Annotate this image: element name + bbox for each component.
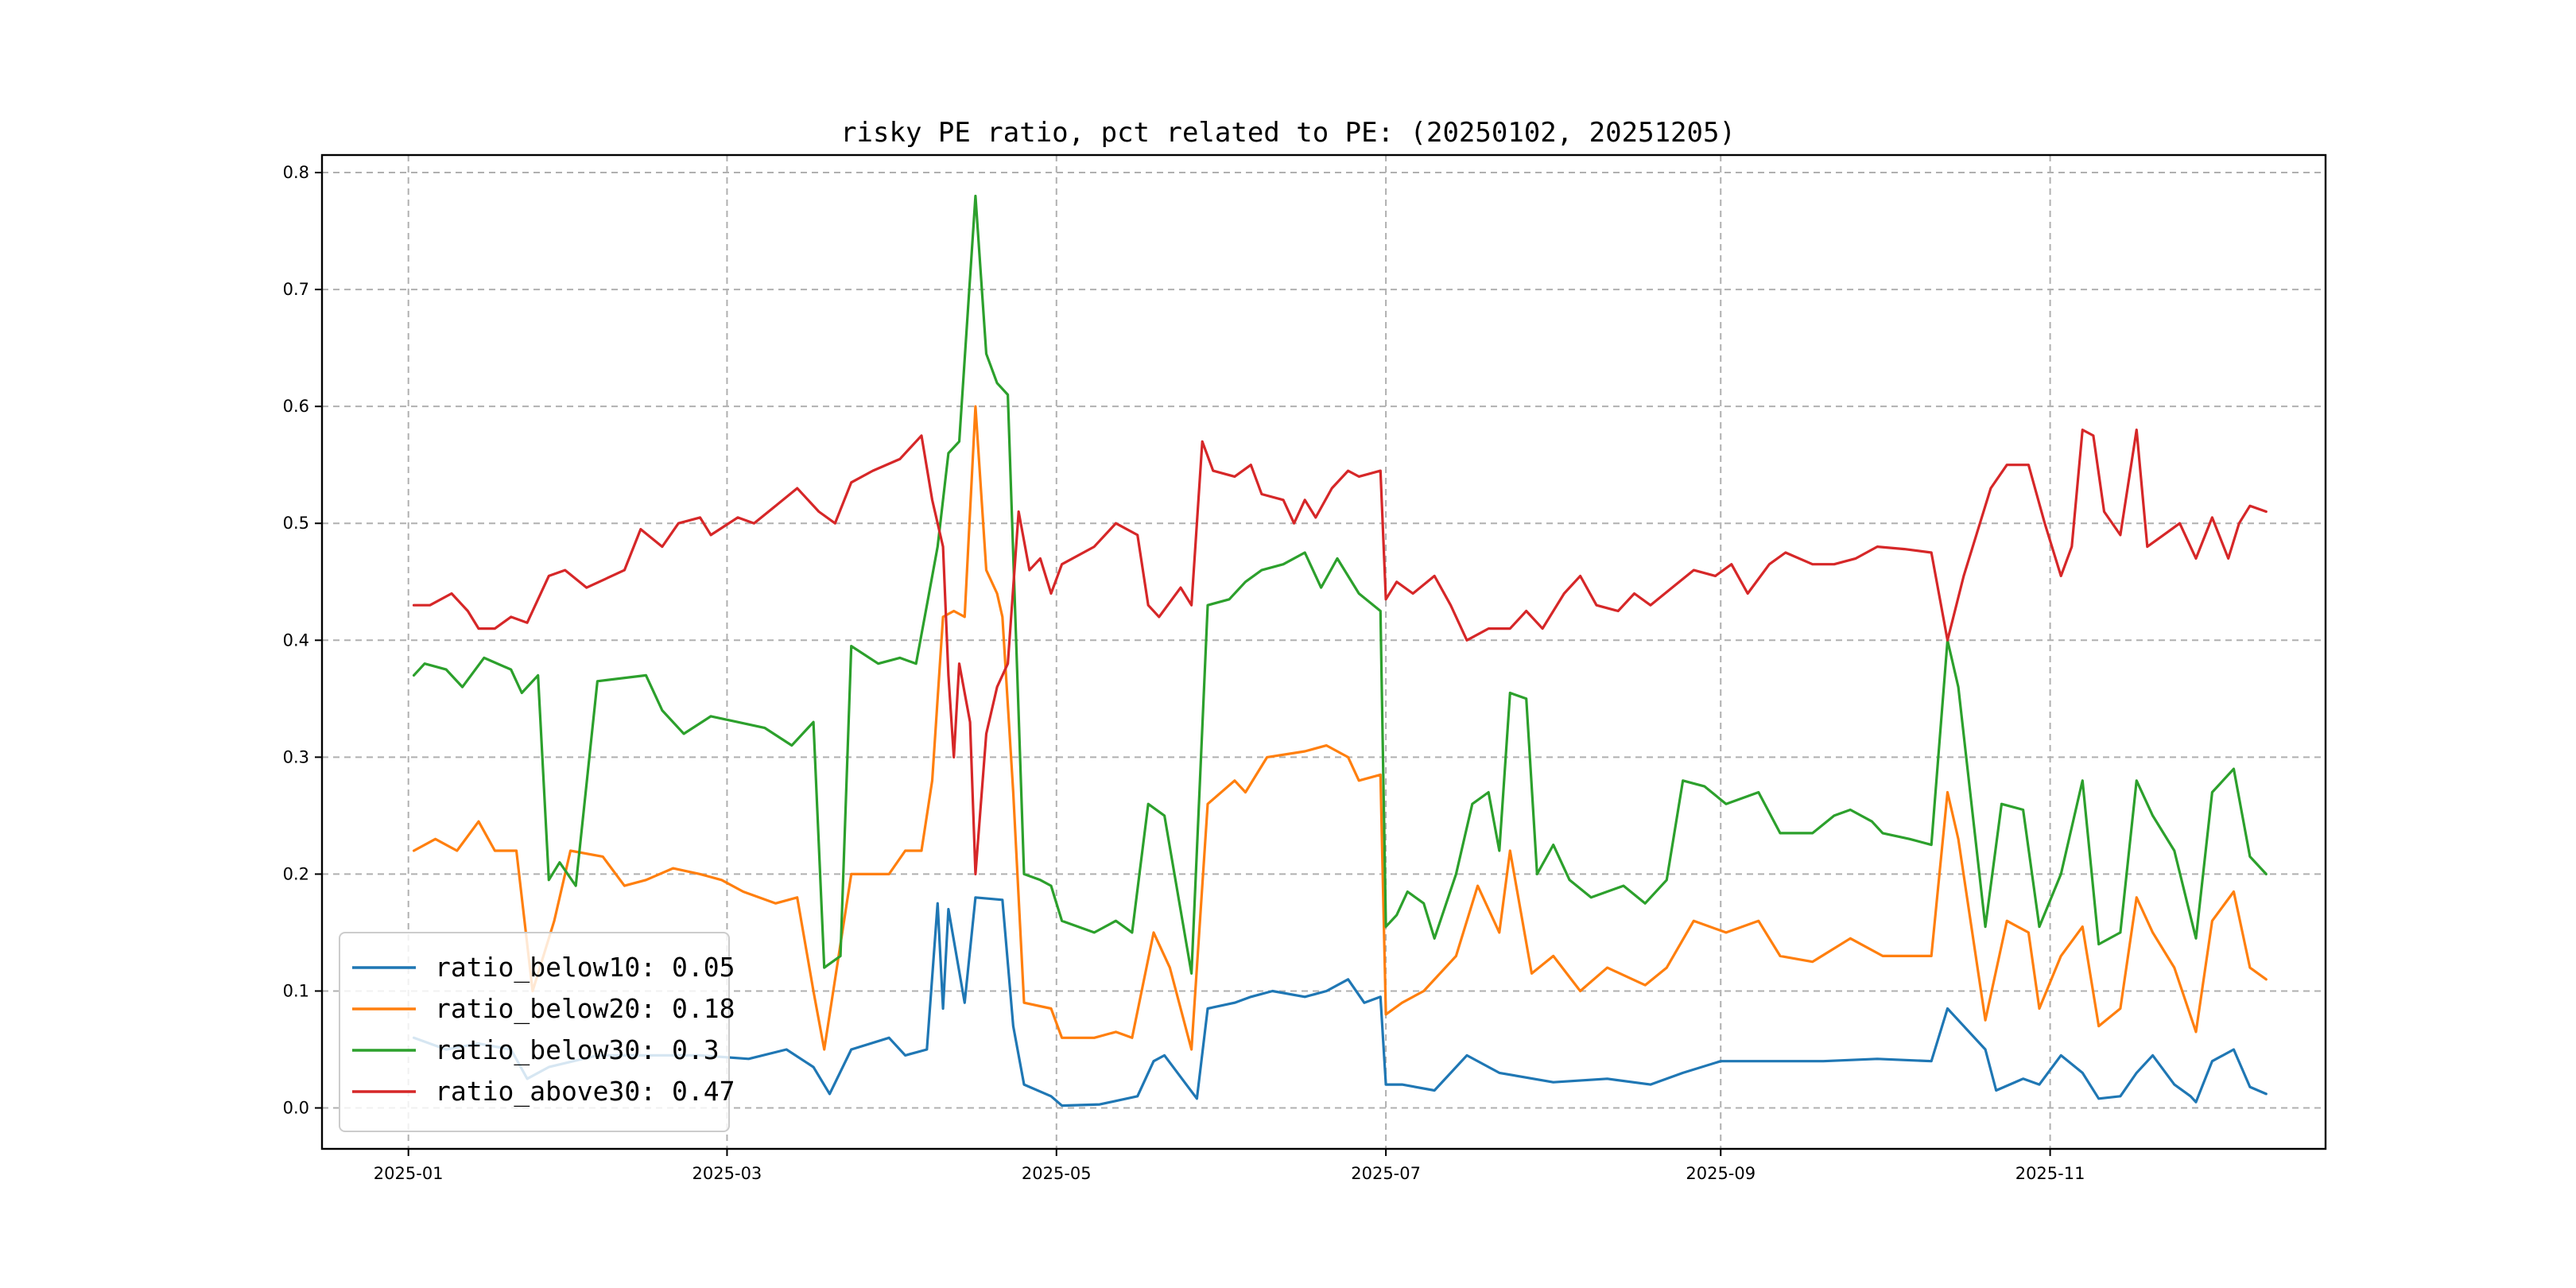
y-tick-label: 0.0 [283,1099,309,1118]
x-tick-label: 2025-01 [374,1164,444,1183]
series-line [412,896,2268,1108]
plot-frame [320,153,2327,1150]
y-tick-label: 0.3 [283,747,309,766]
y-tick-label: 0.5 [283,514,309,533]
series-line [412,405,2268,1051]
legend-label: ratio_below30: 0.3 [435,1034,720,1066]
series-line [412,428,2268,876]
y-tick-label: 0.4 [283,630,309,650]
y-tick-label: 0.1 [283,981,309,1000]
y-tick-label: 0.7 [283,280,309,299]
legend-label: ratio_above30: 0.47 [435,1076,735,1108]
x-tick-label: 2025-03 [692,1164,762,1183]
y-tick-label: 0.8 [283,163,309,182]
chart-title: risky PE ratio, pct related to PE: (2025… [840,117,1736,149]
series-line [412,194,2268,976]
legend-label: ratio_below20: 0.18 [435,993,735,1025]
y-tick-label: 0.6 [283,397,309,416]
legend-label: ratio_below10: 0.05 [435,952,735,983]
x-tick-label: 2025-11 [2015,1164,2085,1183]
legend-box [339,932,730,1132]
x-tick-label: 2025-05 [1022,1164,1092,1183]
y-tick-label: 0.2 [283,864,309,883]
x-tick-label: 2025-07 [1351,1164,1421,1183]
x-tick-label: 2025-09 [1686,1164,1755,1183]
